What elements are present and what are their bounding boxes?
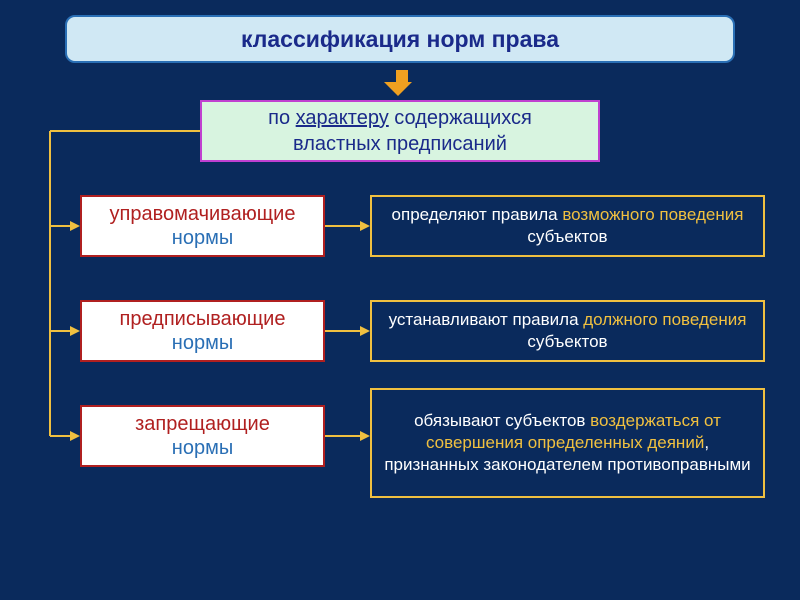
criterion-line2: властных предписаний	[293, 131, 507, 157]
category-word2: нормы	[172, 331, 233, 355]
category-word1: управомачивающие	[110, 202, 296, 226]
description-box-1: устанавливают правила должного поведения…	[370, 300, 765, 362]
arrow-down-icon	[392, 70, 412, 96]
title-text: классификация норм права	[241, 26, 559, 53]
title-box: классификация норм права	[65, 15, 735, 63]
category-box-0: управомачивающиенормы	[80, 195, 325, 257]
category-word2: нормы	[172, 226, 233, 250]
criterion-line1: по характеру содержащихся	[268, 105, 532, 131]
description-box-2: обязывают субъектов воздержаться от сове…	[370, 388, 765, 498]
category-box-2: запрещающиенормы	[80, 405, 325, 467]
category-word2: нормы	[172, 436, 233, 460]
category-box-1: предписывающиенормы	[80, 300, 325, 362]
criterion-box: по характеру содержащихся властных предп…	[200, 100, 600, 162]
category-word1: предписывающие	[120, 307, 286, 331]
description-box-0: определяют правила возможного поведения …	[370, 195, 765, 257]
category-word1: запрещающие	[135, 412, 270, 436]
description-text: устанавливают правила должного поведения…	[378, 309, 757, 353]
description-text: определяют правила возможного поведения …	[378, 204, 757, 248]
description-text: обязывают субъектов воздержаться от сове…	[378, 410, 757, 476]
